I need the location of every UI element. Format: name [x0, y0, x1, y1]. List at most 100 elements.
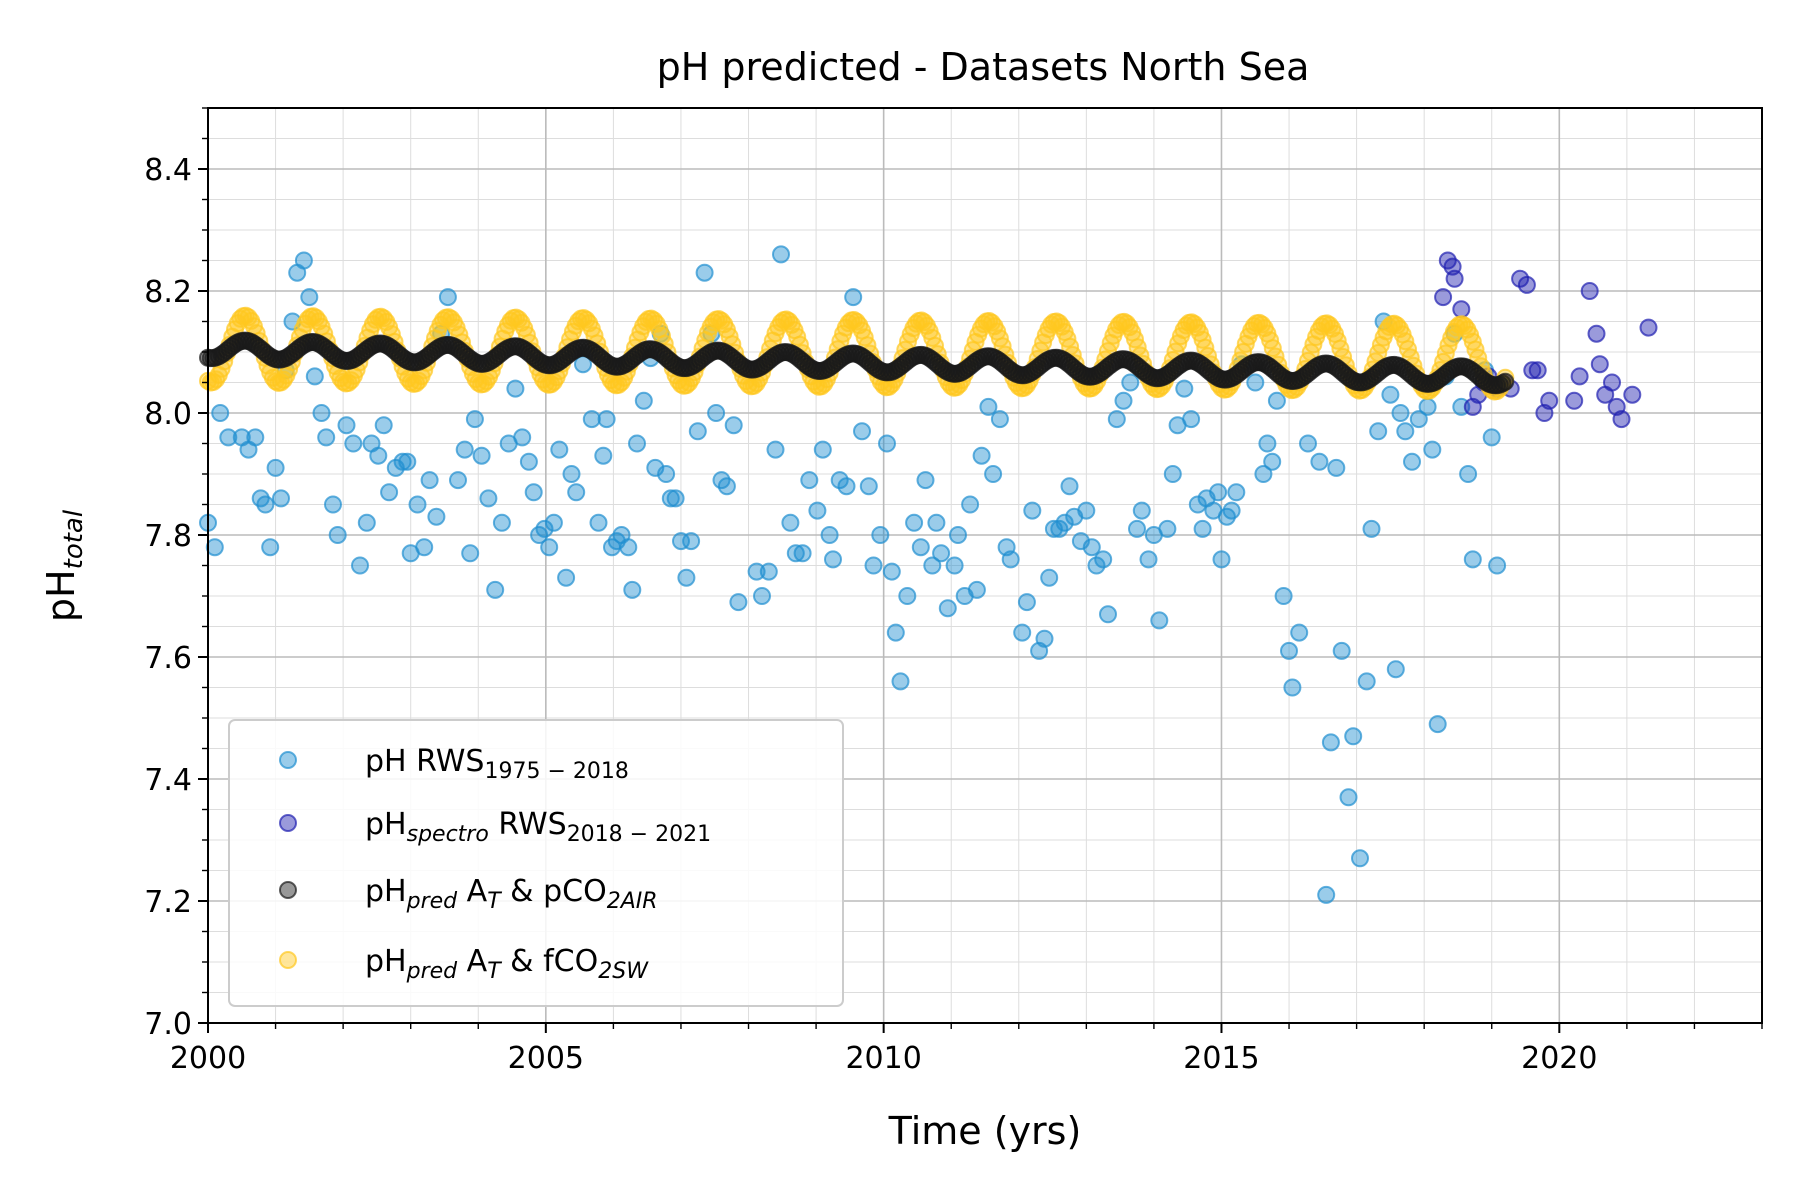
data-point: [427, 507, 446, 526]
y-axis-label: pHtotal: [39, 509, 89, 622]
data-point: [1344, 727, 1363, 746]
data-point: [1580, 282, 1599, 300]
data-point: [519, 452, 538, 471]
data-point: [1488, 556, 1507, 575]
y-tick-label: 8.2: [144, 275, 192, 310]
data-point: [1321, 733, 1340, 752]
data-point: [1209, 483, 1228, 502]
data-point: [328, 526, 347, 544]
data-point: [800, 471, 819, 490]
legend-label: pHpred AT & fCO2SW: [365, 944, 649, 984]
data-point: [1587, 324, 1606, 343]
data-point: [1623, 385, 1642, 404]
data-point: [1139, 550, 1158, 569]
data-point: [1274, 587, 1293, 605]
data-point: [1409, 410, 1428, 429]
axis-ticks: [198, 107, 1763, 1033]
data-point: [1227, 483, 1246, 502]
data-point: [634, 391, 653, 410]
data-point: [1463, 550, 1482, 569]
data-point: [219, 428, 238, 447]
data-point: [1310, 452, 1329, 471]
y-tick-label: 7.2: [144, 885, 192, 920]
data-point: [1017, 593, 1036, 612]
data-point: [582, 410, 601, 429]
data-point: [1423, 440, 1442, 459]
data-point: [688, 422, 707, 441]
data-point: [1603, 373, 1621, 392]
data-point: [535, 519, 554, 538]
data-point: [461, 544, 480, 563]
y-tick-label: 7.6: [144, 641, 192, 676]
data-point: [540, 538, 559, 557]
data-point: [657, 465, 676, 483]
data-point: [513, 428, 532, 447]
data-point: [472, 446, 491, 465]
chart-title: pH predicted - Datasets North Sea: [657, 45, 1310, 89]
data-point: [479, 489, 498, 508]
data-point: [949, 526, 967, 544]
data-point: [1391, 404, 1410, 422]
data-point: [266, 458, 285, 477]
data-point: [891, 672, 910, 691]
data-point: [524, 483, 543, 502]
data-point: [1175, 379, 1194, 398]
data-point: [1612, 410, 1631, 429]
data-point: [567, 483, 586, 502]
data-point: [753, 587, 771, 605]
data-point: [905, 513, 924, 532]
data-point: [1445, 269, 1464, 288]
data-point: [1099, 605, 1117, 624]
data-point: [1283, 678, 1302, 697]
data-point: [1381, 385, 1400, 404]
data-point: [695, 263, 714, 282]
data-point: [1523, 361, 1542, 380]
data-point: [961, 495, 980, 514]
data-point: [492, 513, 511, 532]
data-point: [344, 434, 363, 453]
data-point: [1434, 288, 1453, 307]
data-point: [1565, 391, 1584, 410]
y-tick-label: 8.4: [144, 153, 192, 188]
tick-labels: 2000 2005 2010 2015 2020 7.0 7.2 7.4 7.6 7.8 8.0 8.…: [144, 153, 1597, 1076]
data-point: [1332, 641, 1351, 660]
data-point: [1570, 367, 1589, 386]
data-points: [199, 245, 1658, 904]
data-point: [619, 538, 638, 557]
data-point: [967, 580, 986, 599]
data-point: [1082, 538, 1101, 557]
data-point: [324, 495, 342, 514]
data-point: [1121, 373, 1140, 392]
data-point: [1254, 465, 1273, 483]
data-point: [272, 489, 290, 508]
data-point: [317, 428, 336, 447]
data-point: [1362, 519, 1381, 538]
data-point: [1369, 422, 1388, 441]
legend-label: pHpred AT & pCO2AIR: [365, 874, 658, 914]
data-point: [1193, 519, 1212, 538]
data-point: [337, 416, 356, 435]
data-point: [898, 587, 917, 605]
data-point: [589, 513, 608, 532]
data-point: [597, 410, 616, 429]
data-point: [393, 452, 412, 471]
data-point: [594, 446, 613, 465]
data-point: [1001, 550, 1020, 569]
data-point: [932, 544, 951, 563]
data-point: [1094, 550, 1113, 569]
data-point: [990, 410, 1009, 429]
data-point: [844, 288, 863, 307]
data-point: [666, 489, 685, 508]
legend-label: pH RWS1975 − 2018: [365, 744, 629, 784]
data-point: [506, 379, 525, 398]
data-point: [1280, 641, 1298, 660]
data-point: [878, 434, 896, 453]
data-point: [1386, 660, 1405, 679]
legend-marker: [279, 881, 297, 899]
data-point: [772, 245, 790, 264]
data-point: [557, 568, 576, 587]
data-point: [1418, 397, 1437, 416]
data-point: [1290, 623, 1309, 642]
data-point: [824, 550, 842, 569]
data-point: [1403, 452, 1421, 471]
